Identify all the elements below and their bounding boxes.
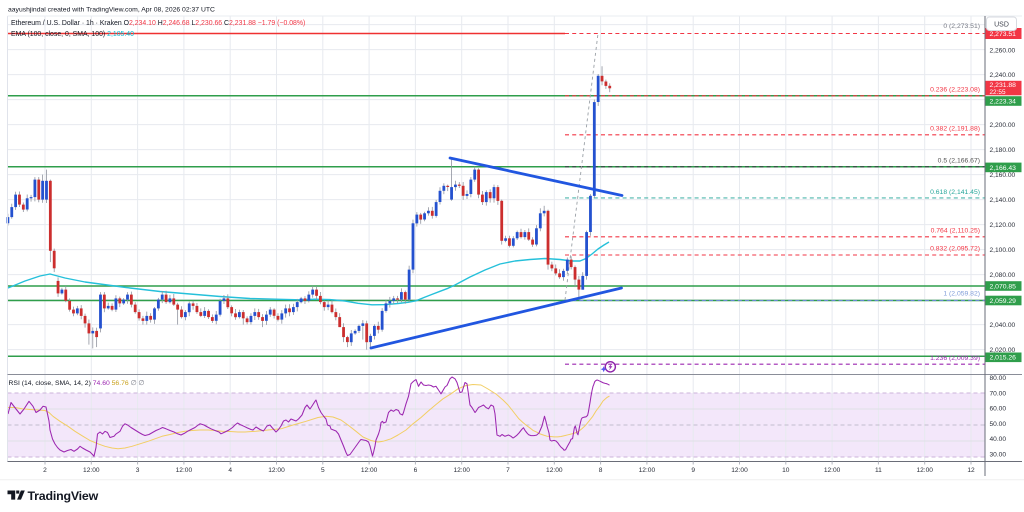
svg-text:2,120.00: 2,120.00 [990,222,1016,229]
svg-text:2,100.00: 2,100.00 [990,247,1016,254]
svg-text:2,015.26: 2,015.26 [990,355,1017,362]
svg-text:2,040.00: 2,040.00 [990,322,1016,329]
svg-text:12:00: 12:00 [546,467,563,474]
svg-text:7: 7 [506,467,510,474]
svg-text:22:55: 22:55 [990,89,1006,96]
svg-text:0 (2,273.51): 0 (2,273.51) [943,23,980,30]
svg-text:5: 5 [321,467,325,474]
svg-text:2,166.43: 2,166.43 [990,165,1017,172]
svg-text:12:00: 12:00 [176,467,193,474]
svg-text:2,070.85: 2,070.85 [990,283,1017,290]
svg-text:USD: USD [994,21,1009,28]
svg-text:12:00: 12:00 [824,467,841,474]
svg-text:TradingView: TradingView [28,489,99,503]
svg-text:12:00: 12:00 [83,467,100,474]
svg-text:2,223.34: 2,223.34 [990,98,1017,105]
svg-text:Ethereum / U.S. Dollar · 1h ·: Ethereum / U.S. Dollar · 1h · Kraken O2,… [11,20,305,27]
svg-text:3: 3 [136,467,140,474]
svg-text:10: 10 [782,467,790,474]
svg-text:EMA (100, close, 0, SMA, 100): EMA (100, close, 0, SMA, 100) 2,105.40 [11,31,134,38]
svg-text:0.236 (2,223.08): 0.236 (2,223.08) [930,86,980,93]
svg-text:40.00: 40.00 [990,436,1007,443]
svg-text:2,020.00: 2,020.00 [990,347,1016,354]
svg-text:2,200.00: 2,200.00 [990,122,1016,129]
svg-text:2,240.00: 2,240.00 [990,72,1016,79]
svg-text:RSI (14, close, SMA, 14, 2) 74: RSI (14, close, SMA, 14, 2) 74.60 56.76 … [9,380,145,387]
svg-text:12:00: 12:00 [916,467,933,474]
svg-text:50.00: 50.00 [990,421,1007,428]
svg-text:0.618 (2,141.45): 0.618 (2,141.45) [930,189,980,196]
svg-text:12:00: 12:00 [361,467,378,474]
svg-text:1 (2,059.82): 1 (2,059.82) [943,291,980,298]
svg-text:2,273.51: 2,273.51 [990,31,1017,38]
svg-text:8: 8 [599,467,603,474]
svg-text:9: 9 [691,467,695,474]
svg-text:0.764 (2,110.25): 0.764 (2,110.25) [931,228,980,235]
svg-text:2,059.29: 2,059.29 [990,298,1017,305]
svg-text:2,260.00: 2,260.00 [990,47,1016,54]
svg-text:6: 6 [414,467,418,474]
svg-text:12:00: 12:00 [731,467,748,474]
svg-text:2,180.00: 2,180.00 [990,147,1016,154]
svg-text:0.5 (2,166.67): 0.5 (2,166.67) [938,157,980,164]
svg-text:12: 12 [967,467,975,474]
svg-text:aayushjindal created with Trad: aayushjindal created with TradingView.co… [8,7,215,14]
svg-text:70.00: 70.00 [990,391,1007,398]
svg-text:1.236 (2,009.39): 1.236 (2,009.39) [930,355,980,362]
svg-text:12:00: 12:00 [268,467,285,474]
svg-text:11: 11 [875,467,882,474]
svg-text:2,160.00: 2,160.00 [990,172,1016,179]
svg-text:2,231.88: 2,231.88 [990,82,1017,89]
svg-text:60.00: 60.00 [990,406,1007,413]
svg-text:4: 4 [228,467,232,474]
svg-text:2,080.00: 2,080.00 [990,272,1016,279]
svg-text:80.00: 80.00 [990,375,1007,382]
svg-text:2,140.00: 2,140.00 [990,197,1016,204]
svg-text:2: 2 [43,467,47,474]
svg-text:12:00: 12:00 [639,467,656,474]
svg-text:12:00: 12:00 [453,467,470,474]
svg-text:0.832 (2,095.72): 0.832 (2,095.72) [930,246,980,253]
svg-text:0.382 (2,191.88): 0.382 (2,191.88) [930,126,980,133]
svg-text:30.00: 30.00 [990,451,1007,458]
